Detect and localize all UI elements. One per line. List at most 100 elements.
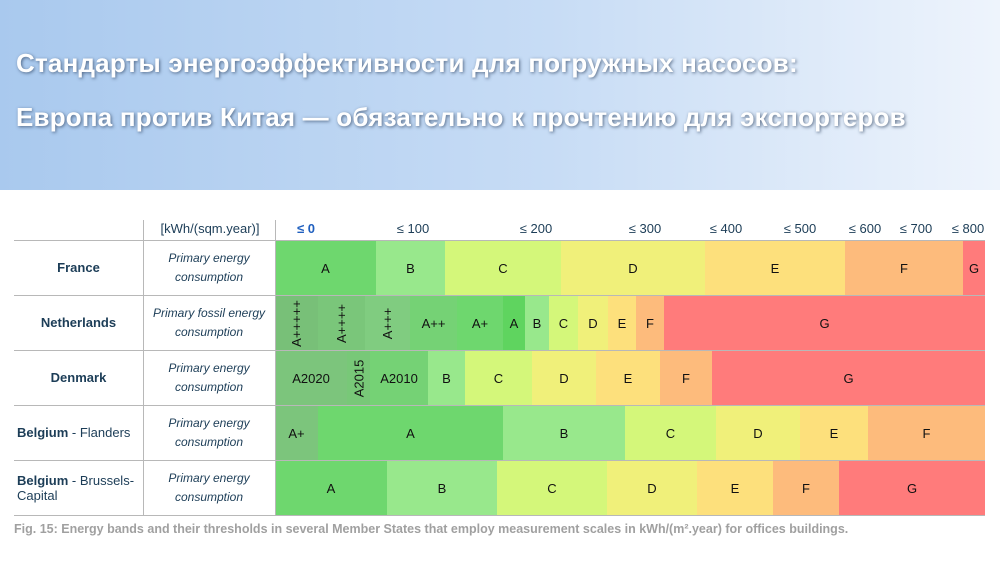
country-name: Netherlands [40,315,117,330]
energy-band: E [705,241,845,295]
threshold-label: ≤ 500 [783,221,817,236]
country-cell: Belgium - Flanders [14,405,143,460]
band-label: A+ [288,425,305,441]
energy-band: C [549,296,578,350]
threshold-label: ≤ 800 [951,221,985,236]
energy-band: D [607,461,697,515]
consumption-cell: Primary energy consumption [168,360,250,394]
band-label: C [665,425,676,441]
row-line [14,405,985,406]
band-label: E [730,480,740,496]
country-cell: Denmark [14,350,143,405]
energy-band: A2015 [347,351,370,405]
energy-band: G [963,241,985,295]
energy-band: F [868,406,985,460]
row-line [14,515,985,516]
caption: Fig. 15: Energy bands and their threshol… [14,522,849,536]
energy-band: F [636,296,664,350]
consumption-cell: Primary fossil energy consumption [152,305,266,339]
energy-band: A+++ [365,296,410,350]
band-label: C [498,260,508,276]
energy-band: B [376,241,445,295]
row-line [14,460,985,461]
energy-band: A+++++ [275,296,318,350]
band-label: D [628,260,638,276]
threshold-label: ≤ 200 [519,221,553,236]
band-label: C [558,315,569,331]
energy-band: A2020 [275,351,347,405]
band-label: A2010 [380,370,418,386]
energy-band: A++ [410,296,457,350]
band-label: E [617,315,627,331]
country-name: France [57,260,100,275]
title-line: Стандарты энергоэффективности для погруж… [16,48,798,78]
threshold-label: ≤ 0 [297,221,315,236]
threshold-label: ≤ 700 [899,221,933,236]
band-label: A++ [421,315,446,331]
consumption-cell: Primary energy consumption [168,470,250,504]
consumption-cell: Primary energy consumption [168,250,250,284]
region-name: - Flanders [68,425,131,440]
energy-band: D [561,241,705,295]
band-label: D [559,370,569,386]
band-label: F [802,480,810,496]
row-line [14,295,985,296]
band-label: G [819,315,830,331]
energy-band: B [387,461,497,515]
energy-band: E [800,406,868,460]
band-label: B [532,315,542,331]
threshold-label: ≤ 300 [628,221,662,236]
energy-band: C [497,461,607,515]
energy-band: A [318,406,503,460]
energy-band: A2010 [370,351,428,405]
band-label: A [321,260,330,276]
region-name: - Brussels-Capital [17,472,135,503]
energy-band: C [465,351,532,405]
energy-band: E [596,351,660,405]
band-label: B [406,260,415,276]
energy-band: B [503,406,625,460]
energy-band: A [275,241,376,295]
energy-band: E [608,296,636,350]
band-label: A+++++ [289,299,305,347]
energy-band: D [578,296,608,350]
country-cell: Netherlands [14,295,143,350]
band-label: E [829,425,839,441]
band-label: F [900,260,908,276]
energy-band: A+ [275,406,318,460]
title-line: Европа против Китая — обязательно к проч… [16,102,906,132]
band-label: A [509,315,519,331]
band-label: A2020 [292,370,330,386]
row-line [14,240,985,241]
band-label: C [547,480,557,496]
band-label: A+++ [379,307,395,339]
country-cell: Belgium - Brussels-Capital [14,460,143,515]
energy-band: A+ [457,296,503,350]
energy-band: E [697,461,773,515]
country-name: Belgium [17,472,69,488]
band-label: D [647,480,657,496]
banner [0,0,1000,190]
energy-band: C [445,241,561,295]
band-label: A+ [471,315,489,331]
band-label: A++++ [333,303,349,343]
band-label: F [682,370,690,386]
energy-band: F [660,351,712,405]
band-label: G [906,480,918,496]
consumption-cell: Primary energy consumption [168,415,250,449]
threshold-label: ≤ 400 [709,221,743,236]
band-label: F [922,425,931,441]
threshold-label: ≤ 600 [848,221,882,236]
column-line [275,220,276,515]
unit-label: [kWh/(sqm.year)] [160,221,260,236]
band-label: D [588,315,598,331]
country-cell: France [14,240,143,295]
energy-band: F [773,461,839,515]
band-label: E [770,260,780,276]
band-label: A [326,480,336,496]
country-name: Belgium [17,425,69,440]
energy-band: A [275,461,387,515]
band-label: G [843,370,854,386]
energy-band: A++++ [318,296,365,350]
band-label: A [406,425,415,441]
